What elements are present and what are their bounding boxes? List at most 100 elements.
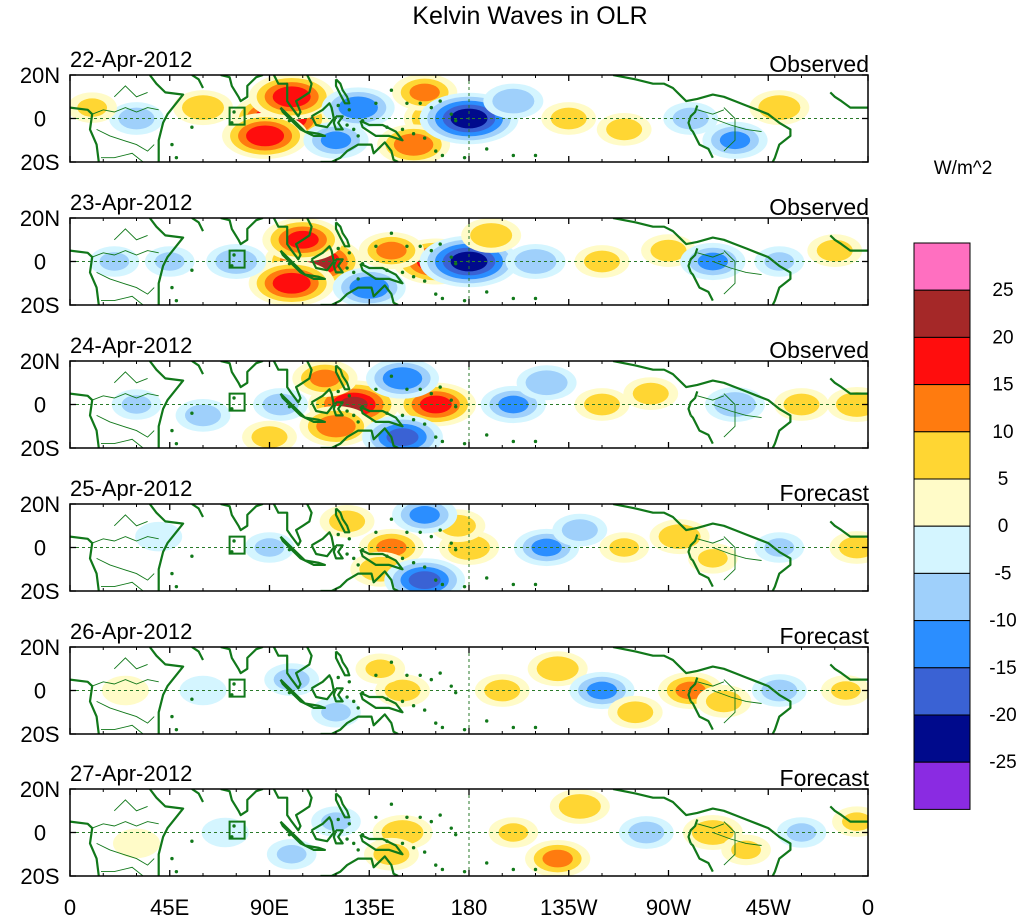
colorbar-swatch	[913, 384, 971, 433]
country-border	[723, 393, 736, 438]
anomaly-cell	[525, 840, 591, 876]
panel-status: Forecast	[780, 765, 870, 791]
island	[352, 127, 356, 132]
country-border	[92, 107, 159, 115]
contour-neg	[409, 506, 440, 524]
coastline	[279, 820, 307, 847]
country-border	[113, 85, 148, 98]
contour-neg	[201, 817, 249, 848]
island	[462, 727, 467, 732]
coastline	[279, 678, 307, 705]
island	[438, 671, 442, 675]
contour-pos	[419, 395, 452, 414]
island	[429, 819, 434, 824]
island	[449, 112, 453, 116]
anomaly-cell	[144, 246, 195, 277]
contour-pos	[113, 828, 160, 859]
country-border	[96, 271, 155, 295]
island	[287, 832, 292, 837]
contour-pos	[617, 701, 654, 724]
country-border	[101, 438, 144, 448]
island	[400, 841, 405, 846]
island	[440, 296, 445, 301]
island	[449, 826, 453, 830]
anomaly-cell	[366, 361, 439, 399]
coastline	[320, 427, 399, 448]
island	[405, 815, 409, 819]
country-border	[697, 538, 725, 544]
coastline	[148, 647, 185, 734]
colorbar-swatch	[913, 525, 971, 574]
contour-pos	[409, 83, 440, 102]
region-box	[228, 820, 246, 840]
x-tick-label: 135W	[540, 895, 598, 920]
contour-neg	[184, 404, 222, 427]
anomaly-cell	[358, 232, 425, 270]
island	[170, 856, 174, 861]
coastline	[332, 829, 344, 845]
panel-date: 26-Apr-2012	[70, 619, 192, 644]
contour-neg	[386, 428, 419, 447]
colorbar-label: -5	[995, 563, 1012, 584]
island	[533, 153, 538, 158]
island	[440, 582, 445, 587]
island	[190, 554, 194, 558]
island	[422, 850, 427, 854]
coastline	[334, 78, 351, 105]
contour-pos	[697, 549, 728, 568]
anomaly-cell	[355, 653, 406, 685]
island	[485, 576, 489, 580]
anomaly-cell	[549, 789, 610, 824]
coastline	[829, 805, 868, 823]
anomaly-cell	[384, 558, 466, 591]
y-tick-label: 20N	[20, 635, 60, 660]
contour-pos	[272, 86, 311, 108]
panel-3: 20N 0 20S 24-Apr-2012 Observed	[20, 333, 869, 461]
island	[400, 413, 405, 418]
coastline	[687, 677, 699, 702]
island	[462, 869, 467, 874]
island	[347, 108, 351, 112]
colorbar-swatch	[913, 572, 971, 622]
coastline	[310, 531, 335, 558]
coastline	[359, 262, 404, 285]
anomaly-cell	[596, 112, 652, 146]
island	[345, 409, 349, 413]
coastline	[829, 520, 868, 538]
anomaly-cell	[311, 696, 361, 728]
coastline	[332, 115, 344, 131]
island	[449, 255, 453, 259]
island	[533, 867, 538, 872]
colorbar-label: -10	[989, 611, 1016, 632]
island	[449, 684, 453, 688]
island	[440, 153, 445, 158]
island	[374, 815, 378, 819]
anomaly-cell	[392, 504, 458, 534]
colorbar-label: -25	[989, 752, 1016, 773]
country-border	[712, 118, 762, 133]
contour-neg	[321, 702, 351, 722]
coastline	[304, 130, 326, 137]
coastline	[689, 271, 714, 302]
anomaly-cell	[362, 415, 443, 448]
colorbar-swatch	[913, 667, 971, 716]
region-box	[228, 535, 246, 555]
island	[336, 817, 340, 822]
x-tick-label: 180	[451, 895, 488, 920]
coastline	[304, 559, 326, 566]
island	[190, 268, 194, 272]
island	[462, 155, 467, 160]
y-tick-label: 0	[34, 679, 46, 704]
coastline	[320, 855, 399, 876]
x-tick-label: 0	[862, 895, 874, 920]
island	[287, 404, 292, 409]
y-tick-label: 0	[34, 536, 46, 561]
island	[533, 725, 538, 730]
panel-2: 20N 0 20S 23-Apr-2012 Observed	[20, 190, 869, 318]
island	[511, 582, 516, 587]
contour-neg	[276, 844, 307, 864]
coastline	[304, 702, 326, 709]
country-border	[697, 252, 725, 258]
panel-date: 24-Apr-2012	[70, 333, 192, 358]
country-border	[697, 109, 725, 115]
